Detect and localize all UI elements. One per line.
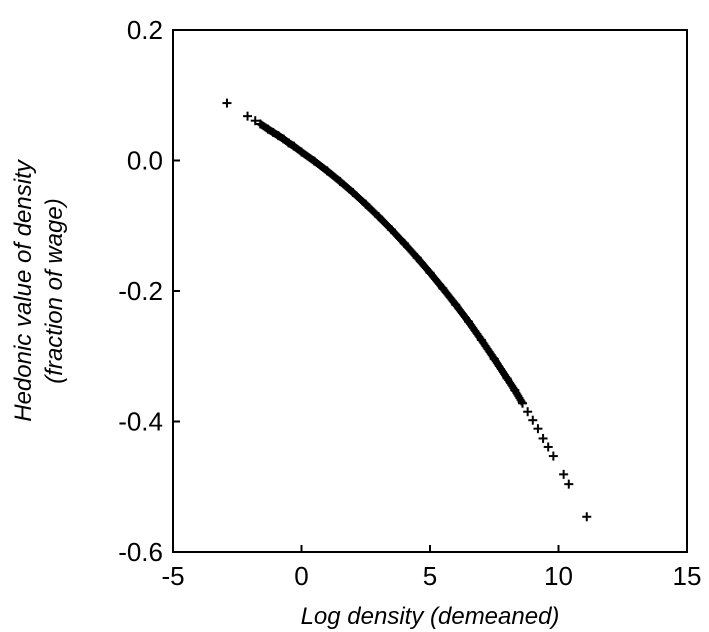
scatter-point: [322, 166, 332, 176]
scatter-point: [538, 433, 548, 443]
x-tick-label: 15: [673, 561, 702, 591]
scatter-point: [386, 225, 396, 235]
scatter-point: [348, 187, 358, 197]
scatter-point: [518, 398, 528, 408]
y-tick-label: -0.6: [118, 537, 163, 567]
scatter-point: [335, 176, 345, 186]
x-axis-tick-labels: -5 0 5 10 15: [161, 561, 701, 591]
scatter-point: [374, 212, 384, 222]
scatter-point: [412, 253, 422, 263]
x-tick-label: 0: [294, 561, 308, 591]
scatter-point: [250, 116, 260, 126]
plot-frame: [172, 29, 688, 553]
scatter-point: [279, 134, 289, 144]
y-axis-title-line-2: (fraction of wage): [41, 198, 68, 383]
scatter-point: [510, 385, 520, 395]
scatter-point: [523, 407, 533, 417]
scatter-point: [222, 98, 232, 108]
scatter-points: [222, 98, 592, 522]
scatter-point: [528, 415, 538, 425]
scatter-point: [559, 469, 569, 479]
scatter-point: [309, 156, 319, 166]
scatter-point: [489, 354, 499, 364]
y-tick-label: -0.4: [118, 407, 163, 437]
x-tick-label: -5: [161, 561, 184, 591]
scatter-point: [533, 424, 543, 434]
x-axis-ticks: [172, 545, 688, 552]
scatter-point: [543, 442, 553, 452]
scatter-point: [476, 335, 486, 345]
x-tick-label: 5: [423, 561, 437, 591]
scatter-point: [243, 111, 253, 121]
scatter-point: [268, 127, 278, 137]
y-axis-ticks: [173, 29, 180, 553]
scatter-point: [273, 131, 283, 141]
scatter-point: [361, 199, 371, 209]
scatter-point: [255, 119, 265, 129]
y-axis-title-line-1: Hedonic value of density: [10, 158, 37, 421]
scatter-point: [548, 451, 558, 461]
y-tick-label: 0.2: [127, 15, 163, 45]
scatter-point: [284, 138, 294, 148]
x-axis-title: Log density (demeaned): [301, 603, 560, 630]
scatter-point: [451, 300, 461, 310]
scatter-point: [263, 124, 273, 134]
scatter-point: [425, 268, 435, 278]
scatter-point: [438, 283, 448, 293]
scatter-point: [564, 479, 574, 489]
scatter-point: [289, 141, 299, 151]
y-axis-tick-labels: 0.2 0.0 -0.2 -0.4 -0.6: [118, 15, 163, 567]
y-tick-label: -0.2: [118, 276, 163, 306]
y-tick-label: 0.0: [127, 146, 163, 176]
scatter-point: [502, 373, 512, 383]
scatter-point: [464, 317, 474, 327]
scatter-point: [297, 147, 306, 157]
scatter-point: [582, 512, 592, 522]
x-tick-label: 10: [544, 561, 573, 591]
scatter-point: [399, 238, 409, 248]
